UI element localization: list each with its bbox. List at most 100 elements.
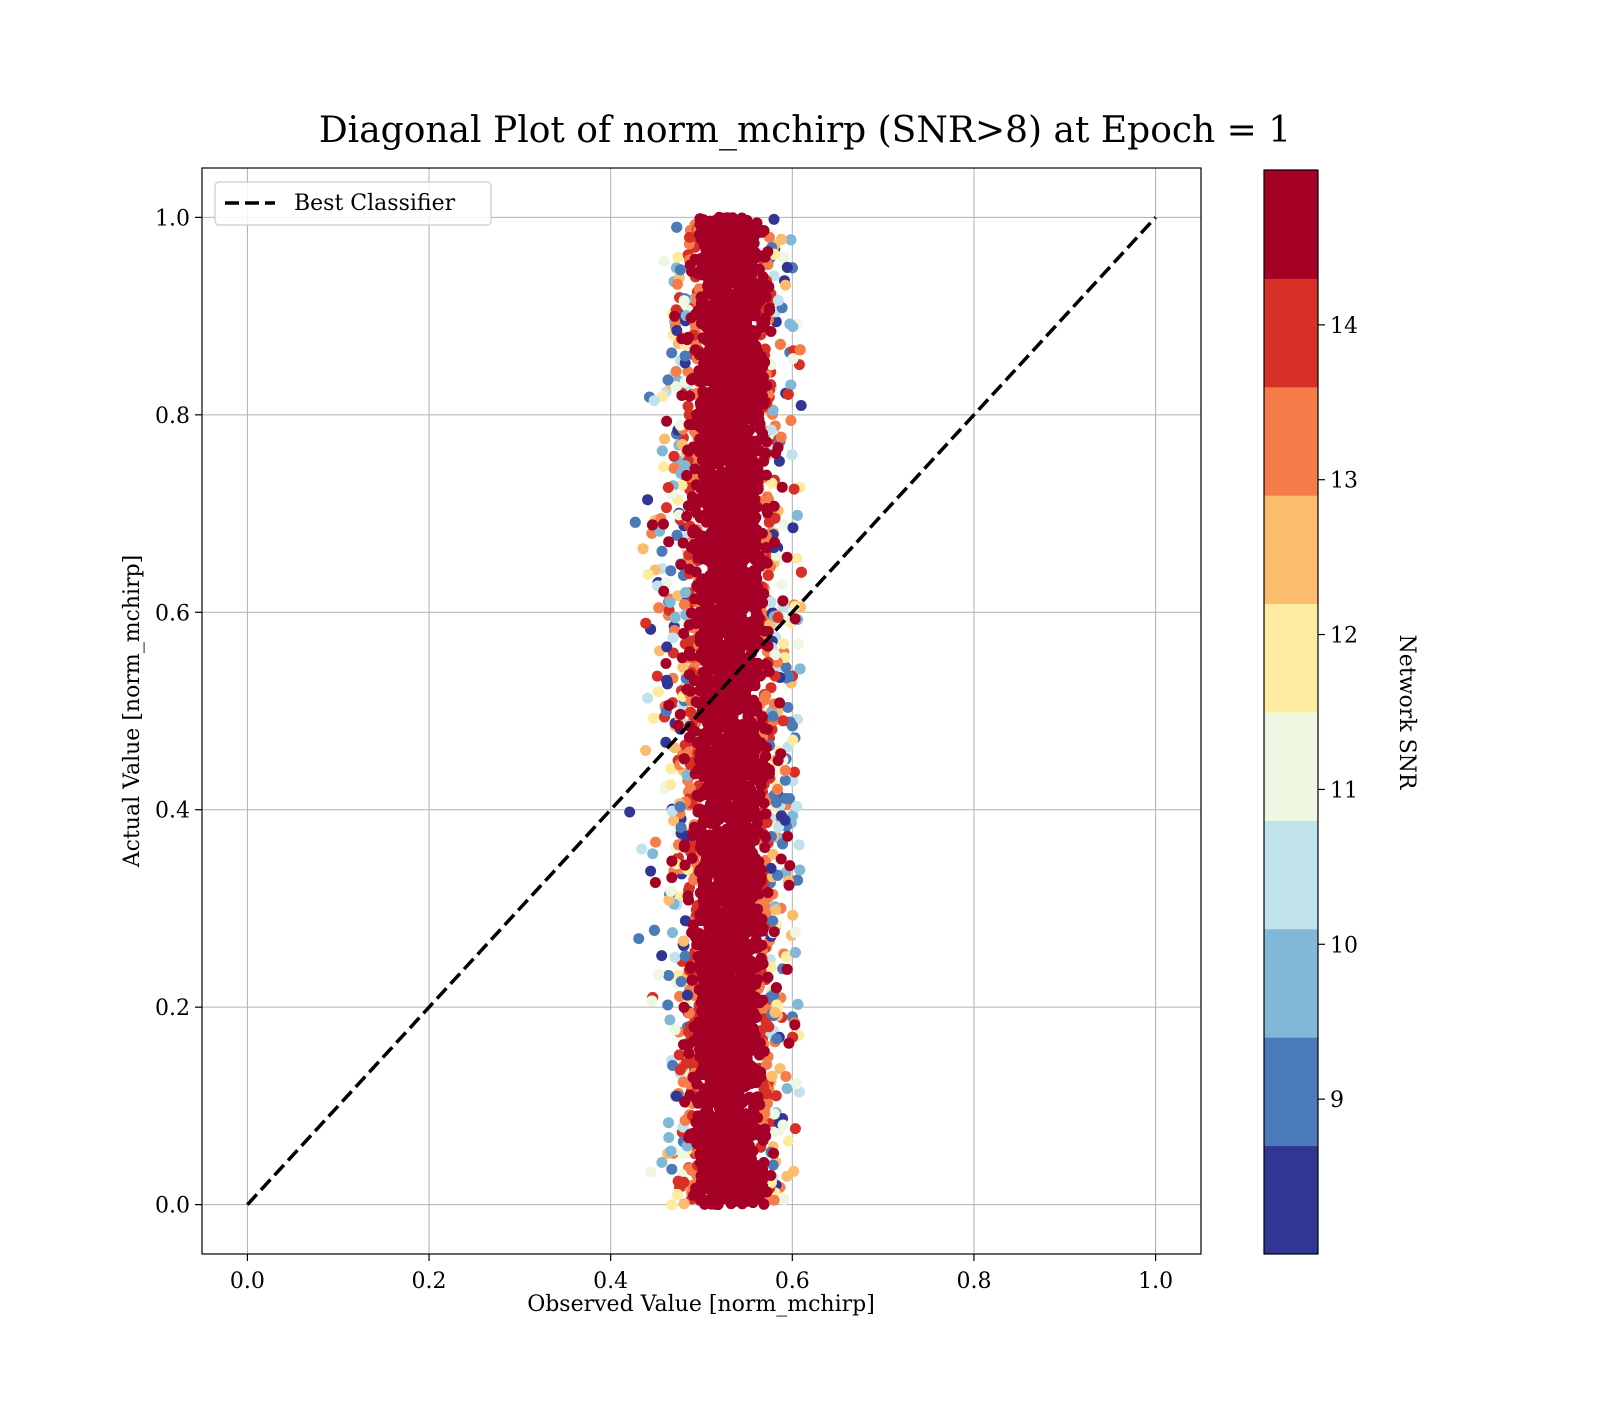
- data-point: [650, 877, 661, 888]
- data-point: [670, 952, 681, 963]
- data-point: [624, 807, 635, 818]
- data-point: [646, 996, 657, 1007]
- data-point: [676, 559, 687, 570]
- data-point: [648, 713, 659, 724]
- data-point: [642, 693, 653, 704]
- data-point: [796, 567, 807, 578]
- data-point: [662, 1000, 673, 1011]
- data-point: [664, 1014, 675, 1025]
- data-point: [790, 947, 801, 958]
- data-point: [640, 745, 651, 756]
- data-point: [672, 1189, 683, 1200]
- data-point: [665, 597, 676, 608]
- data-point: [781, 1171, 792, 1182]
- data-point: [679, 599, 690, 610]
- data-point: [633, 933, 644, 944]
- data-point: [680, 351, 691, 362]
- data-point: [757, 271, 768, 282]
- data-point: [788, 522, 799, 533]
- data-point: [678, 1177, 689, 1188]
- data-point: [796, 400, 807, 411]
- data-point: [659, 256, 670, 267]
- data-point: [657, 546, 668, 557]
- data-point: [679, 1002, 690, 1013]
- data-point: [652, 671, 663, 682]
- data-point: [778, 715, 789, 726]
- data-point: [761, 503, 772, 514]
- data-point: [774, 697, 785, 708]
- data-point: [643, 569, 654, 580]
- data-point: [663, 374, 674, 385]
- data-point: [788, 353, 799, 364]
- data-point: [650, 837, 661, 848]
- data-point: [663, 970, 674, 981]
- data-point: [795, 663, 806, 674]
- data-point: [642, 494, 653, 505]
- data-point: [666, 1199, 677, 1210]
- data-point: [678, 936, 689, 947]
- data-point: [773, 442, 784, 453]
- data-point: [783, 389, 794, 400]
- data-point: [653, 686, 664, 697]
- data-point: [766, 863, 777, 874]
- data-point: [671, 366, 682, 377]
- data-point: [661, 675, 672, 686]
- data-point: [795, 344, 806, 355]
- data-point: [668, 632, 679, 643]
- data-point: [764, 768, 775, 779]
- data-point: [767, 915, 778, 926]
- data-point: [779, 1194, 790, 1205]
- data-point: [782, 552, 793, 563]
- data-point: [770, 904, 781, 915]
- data-point: [767, 711, 778, 722]
- data-point: [649, 395, 660, 406]
- data-point: [769, 926, 780, 937]
- data-point: [691, 566, 702, 577]
- data-point: [783, 1038, 794, 1049]
- data-point: [782, 1083, 793, 1094]
- data-point: [782, 262, 793, 273]
- data-point: [784, 319, 795, 330]
- data-point: [793, 639, 804, 650]
- data-point: [794, 865, 805, 876]
- data-point: [773, 755, 784, 766]
- data-point: [794, 839, 805, 850]
- data-point: [783, 1136, 794, 1147]
- data-point: [787, 910, 798, 921]
- data-point: [663, 482, 674, 493]
- data-point: [666, 1164, 677, 1175]
- data-point: [785, 380, 796, 391]
- data-point: [684, 232, 695, 243]
- data-point: [780, 280, 791, 291]
- data-point: [640, 618, 651, 629]
- data-point: [761, 292, 772, 303]
- data-point: [789, 1019, 800, 1030]
- data-point: [768, 1160, 779, 1171]
- data-point: [636, 844, 647, 855]
- data-point: [661, 658, 672, 669]
- data-point: [785, 415, 796, 426]
- data-point: [680, 950, 691, 961]
- data-point: [792, 999, 803, 1010]
- data-point: [766, 1071, 777, 1082]
- data-point: [776, 234, 787, 245]
- data-point: [666, 347, 677, 358]
- data-point: [666, 872, 677, 883]
- data-point: [760, 690, 771, 701]
- data-point: [776, 579, 787, 590]
- data-point: [791, 553, 802, 564]
- data-point: [667, 927, 678, 938]
- data-point: [659, 434, 670, 445]
- data-point: [787, 449, 798, 460]
- data-point: [661, 502, 672, 513]
- data-point: [672, 252, 683, 263]
- data-point: [658, 519, 669, 530]
- data-point: [771, 797, 782, 808]
- data-point: [665, 779, 676, 790]
- data-point: [658, 461, 669, 472]
- data-point: [645, 866, 656, 877]
- data-point: [772, 784, 783, 795]
- data-point: [683, 1048, 694, 1059]
- data-point: [670, 612, 681, 623]
- data-point: [791, 801, 802, 812]
